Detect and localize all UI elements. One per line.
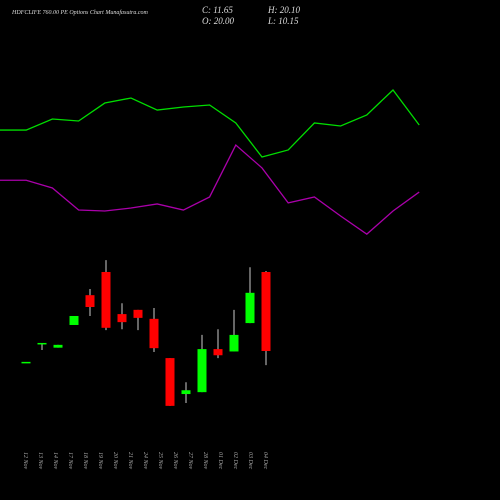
candle-body xyxy=(101,271,111,328)
x-tick-label: 18 Nov xyxy=(82,452,88,470)
candle-body xyxy=(261,271,271,351)
candle-body xyxy=(133,309,143,318)
candle-body xyxy=(149,318,159,349)
candle-body xyxy=(165,358,175,406)
candle-body xyxy=(53,344,63,348)
x-tick-label: 25 Nov xyxy=(157,452,163,470)
x-tick-label: 01 Dec xyxy=(217,452,223,469)
x-tick-label: 04 Dec xyxy=(262,452,269,469)
x-tick-label: 12 Nov xyxy=(22,452,28,470)
candle-body xyxy=(229,334,239,352)
low-label: L: 10.15 xyxy=(267,16,299,26)
x-tick-label: 17 Nov xyxy=(67,452,73,470)
open-label: O: 20.00 xyxy=(202,16,234,26)
x-tick-label: 24 Nov xyxy=(142,452,149,470)
x-tick-label: 28 Nov xyxy=(202,452,208,470)
x-tick-label: 26 Nov xyxy=(172,452,178,470)
x-tick-label: 13 Nov xyxy=(37,452,43,470)
close-label: C: 11.65 xyxy=(202,5,233,15)
x-tick-label: 20 Nov xyxy=(112,452,118,470)
band-line xyxy=(0,143,420,235)
candle-body xyxy=(213,349,223,356)
candle-body xyxy=(85,295,95,308)
candle-body xyxy=(37,342,47,345)
high-label: H: 20.10 xyxy=(267,5,300,15)
chart-title: HDFCLIFE 760.00 PE Options Chart Munafas… xyxy=(11,9,148,16)
x-tick-label: 02 Dec xyxy=(232,452,238,469)
x-tick-label: 03 Dec xyxy=(247,452,253,469)
candle-body xyxy=(69,315,79,325)
candle-body xyxy=(21,361,31,364)
x-tick-label: 14 Nov xyxy=(52,452,59,470)
candle-body xyxy=(245,292,255,324)
candle-body xyxy=(197,349,207,393)
candle-body xyxy=(117,314,127,323)
x-tick-label: 27 Nov xyxy=(187,452,193,470)
x-tick-label: 21 Nov xyxy=(127,452,133,470)
band-line xyxy=(0,88,420,158)
x-tick-label: 19 Nov xyxy=(97,452,103,470)
candle-body xyxy=(181,390,191,395)
